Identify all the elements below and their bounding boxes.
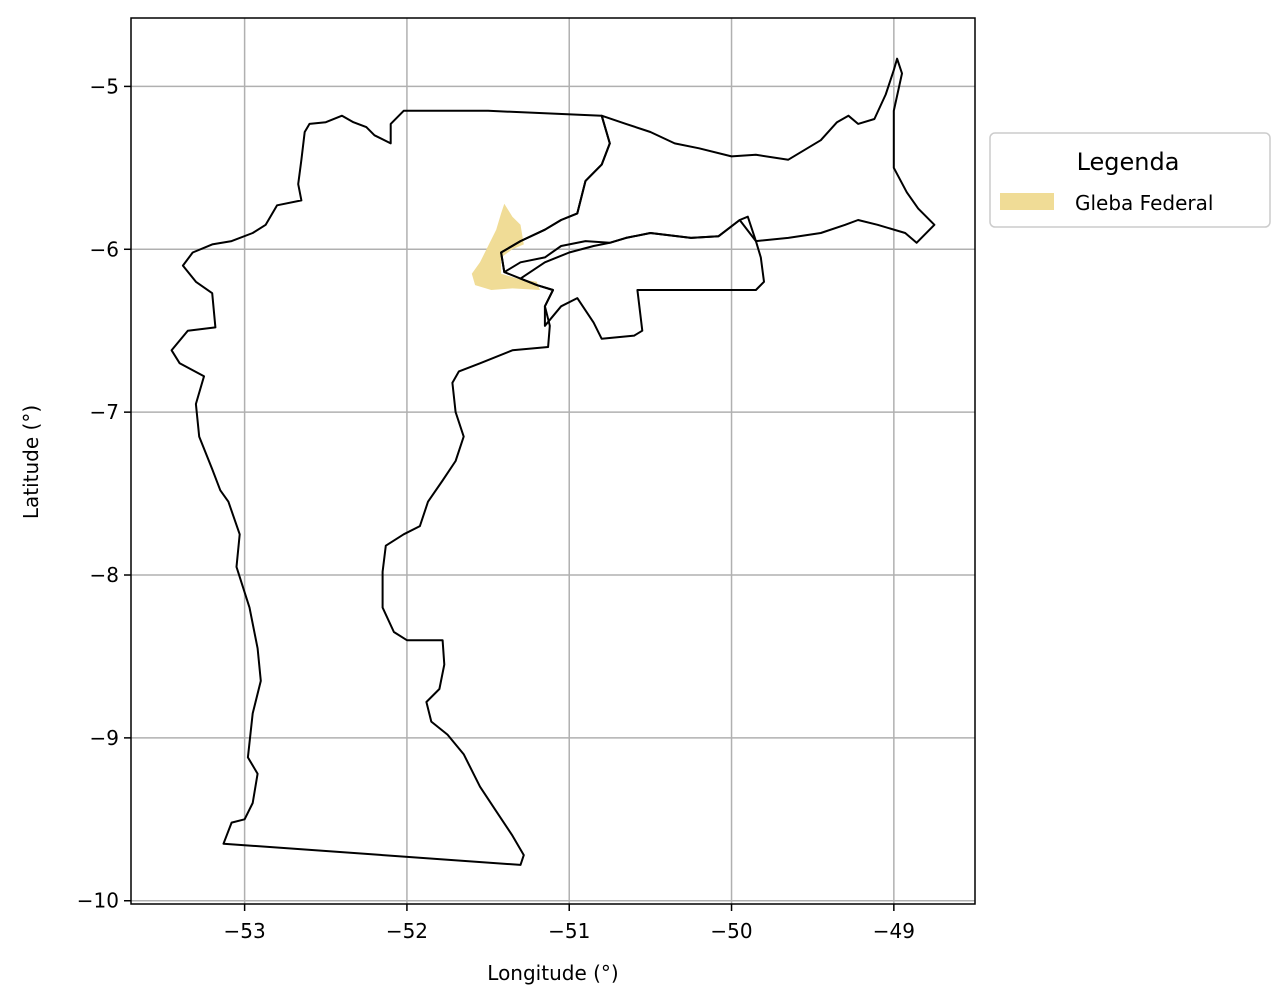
legend: Legenda Gleba Federal	[989, 132, 1271, 228]
municipal-boundaries	[170, 57, 936, 866]
y-tick-label: −10	[77, 889, 119, 913]
x-tick-label: −49	[873, 919, 915, 943]
axis-ticks: −53 −52 −51 −50 −49 −5 −6 −7 −8 −9 −10	[77, 74, 915, 943]
y-axis-title: Latitude (°)	[19, 405, 43, 519]
boundary-south-east	[519, 219, 765, 340]
y-tick-label: −6	[90, 237, 119, 261]
legend-swatch-gleba-federal	[1000, 193, 1054, 210]
y-tick-label: −9	[90, 726, 119, 750]
y-tick-label: −8	[90, 563, 119, 587]
x-axis-title: Longitude (°)	[487, 961, 618, 985]
x-tick-label: −53	[224, 919, 266, 943]
legend-label-gleba-federal: Gleba Federal	[1075, 191, 1213, 215]
boundary-north-east	[500, 57, 936, 274]
gleba-federal-layer	[471, 203, 540, 290]
grid	[131, 18, 975, 904]
boundary-west	[170, 109, 611, 866]
y-tick-label: −7	[90, 400, 119, 424]
legend-frame	[989, 132, 1271, 228]
x-tick-label: −51	[548, 919, 590, 943]
legend-title: Legenda	[1077, 148, 1180, 176]
plot-frame	[130, 17, 976, 905]
x-tick-label: −50	[710, 919, 752, 943]
gleba-federal-area	[471, 203, 540, 290]
x-tick-label: −52	[386, 919, 428, 943]
y-tick-label: −5	[90, 74, 119, 98]
